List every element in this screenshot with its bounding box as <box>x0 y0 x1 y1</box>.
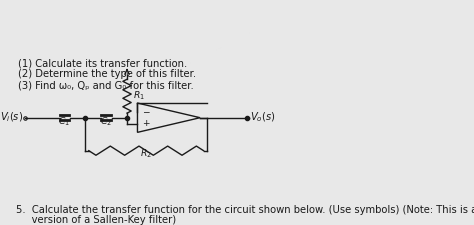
Text: $V_o(s)$: $V_o(s)$ <box>250 111 276 124</box>
Text: $V_i(s)$: $V_i(s)$ <box>0 111 23 124</box>
Text: (1) Calculate its transfer function.: (1) Calculate its transfer function. <box>18 58 187 68</box>
Text: $C_2$: $C_2$ <box>100 115 112 128</box>
Text: $R_1$: $R_1$ <box>133 90 145 102</box>
Text: $C_1$: $C_1$ <box>58 115 71 128</box>
Text: (2) Determine the type of this filter.: (2) Determine the type of this filter. <box>18 69 196 79</box>
Text: (3) Find ω₀, Qₚ and G₀ for this filter.: (3) Find ω₀, Qₚ and G₀ for this filter. <box>18 80 193 90</box>
Text: −: − <box>142 107 150 116</box>
Text: +: + <box>142 119 150 128</box>
Text: version of a Sallen-Key filter): version of a Sallen-Key filter) <box>16 215 176 225</box>
Text: 5.  Calculate the transfer function for the circuit shown below. (Use symbols) (: 5. Calculate the transfer function for t… <box>16 205 474 215</box>
Text: $R_2$: $R_2$ <box>140 147 152 160</box>
